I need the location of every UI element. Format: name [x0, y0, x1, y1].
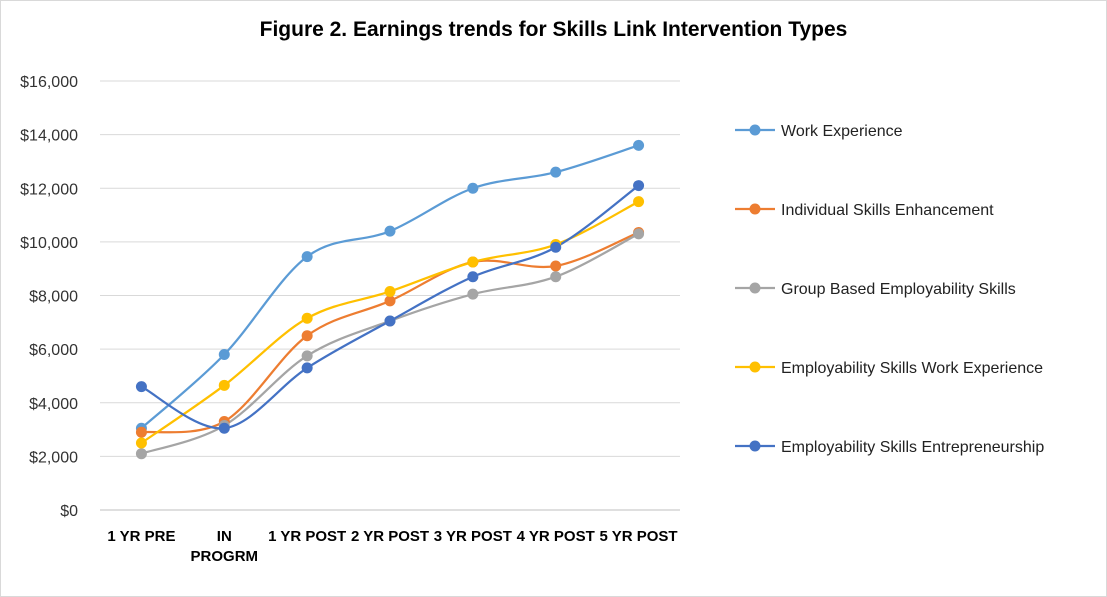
y-tick-label: $12,000 — [20, 181, 78, 198]
x-tick-line: PROGRM — [191, 548, 259, 565]
x-tick-line: 3 YR POST — [434, 528, 512, 545]
data-point — [301, 312, 313, 324]
legend-swatch-marker — [749, 440, 761, 452]
x-tick-line: 1 YR PRE — [107, 528, 175, 545]
data-point — [135, 437, 147, 449]
data-point — [633, 196, 645, 208]
y-tick-label: $2,000 — [29, 449, 78, 466]
data-point — [550, 271, 562, 283]
data-point — [301, 251, 313, 263]
data-point — [218, 422, 230, 434]
data-point — [218, 379, 230, 391]
x-tick-label: 1 YR PRE — [107, 528, 175, 545]
legend-label: Employability Skills Work Experience — [781, 360, 1043, 377]
y-tick-label: $14,000 — [20, 128, 78, 145]
y-tick-label: $6,000 — [29, 342, 78, 359]
data-point — [384, 295, 396, 307]
x-tick-label: IN PROGRM — [191, 528, 259, 565]
legend-label: Work Experience — [781, 123, 903, 140]
legend-swatch-marker — [749, 361, 761, 373]
x-tick-line: IN — [217, 528, 232, 545]
data-point — [301, 330, 313, 342]
legend: Work Experience Individual Skills Enhance… — [735, 123, 1044, 456]
data-point — [384, 225, 396, 237]
y-tick-label: $4,000 — [29, 396, 78, 413]
y-tick-label: $8,000 — [29, 289, 78, 306]
data-point — [218, 348, 230, 360]
data-point — [467, 256, 479, 268]
legend-swatch-marker — [749, 282, 761, 294]
data-point — [467, 271, 479, 283]
legend-swatch-marker — [749, 203, 761, 215]
data-point — [135, 381, 147, 393]
data-point — [384, 285, 396, 297]
data-point — [633, 139, 645, 151]
data-point — [550, 241, 562, 253]
x-tick-line: 5 YR POST — [600, 528, 678, 545]
x-axis: 1 YR PRE IN PROGRM 1 YR POST 2 YR POST 3 YR P… — [107, 528, 677, 565]
data-point — [550, 260, 562, 272]
series-line-2 — [141, 232, 640, 455]
y-tick-label: $10,000 — [20, 235, 78, 252]
y-tick-label: $16,000 — [20, 74, 78, 91]
legend-label: Employability Skills Entrepreneurship — [781, 439, 1044, 456]
data-point — [384, 315, 396, 327]
data-point — [550, 166, 562, 178]
data-point — [301, 350, 313, 362]
x-tick-line: 2 YR POST — [351, 528, 429, 545]
x-tick-line: 1 YR POST — [268, 528, 346, 545]
data-point — [467, 288, 479, 300]
y-axis: $0 $2,000 $4,000 $6,000 $8,000 $10,000 $12,000… — [20, 74, 78, 520]
data-point — [301, 362, 313, 374]
gridlines — [100, 80, 680, 511]
data-point — [633, 228, 645, 240]
series-points — [135, 139, 645, 460]
data-point — [135, 426, 147, 438]
x-tick-label: 3 YR POST — [434, 528, 512, 545]
data-point — [467, 182, 479, 194]
x-tick-label: 1 YR POST — [268, 528, 346, 545]
data-point — [633, 180, 645, 192]
legend-swatch-marker — [749, 124, 761, 136]
data-point — [135, 448, 147, 460]
y-tick-label: $0 — [60, 503, 78, 520]
x-tick-label: 2 YR POST — [351, 528, 429, 545]
x-tick-label: 4 YR POST — [517, 528, 595, 545]
legend-label: Individual Skills Enhancement — [781, 202, 994, 219]
x-tick-line: 4 YR POST — [517, 528, 595, 545]
chart-title: Figure 2. Earnings trends for Skills Lin… — [259, 18, 848, 41]
legend-label: Group Based Employability Skills — [781, 281, 1016, 298]
x-tick-label: 5 YR POST — [600, 528, 678, 545]
